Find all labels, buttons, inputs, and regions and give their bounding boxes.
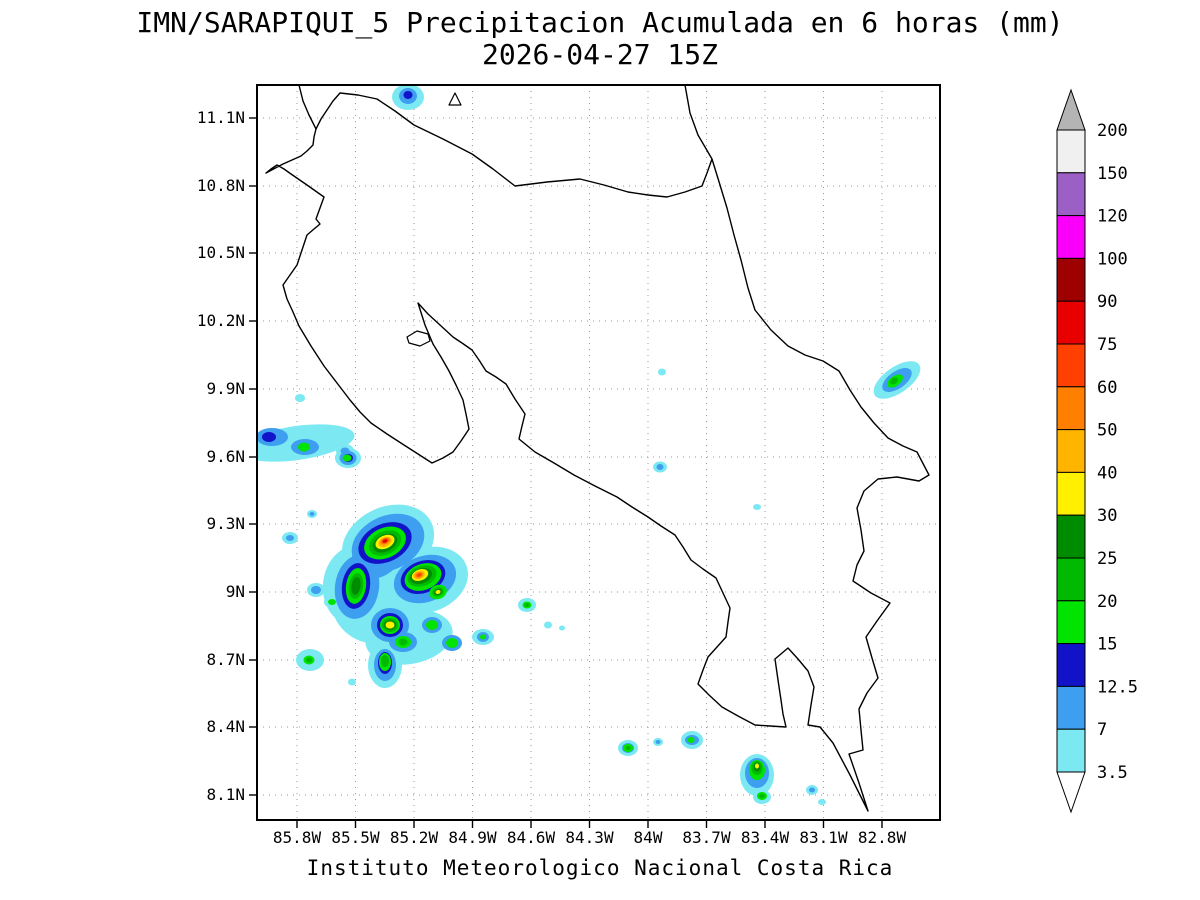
- lat-tick-label: 10.5N: [175, 243, 245, 262]
- precip-cell-3.5mm: [658, 369, 666, 376]
- colorbar-label: 150: [1097, 164, 1128, 184]
- precip-cell-3.5mm: [295, 394, 305, 402]
- colorbar-segment: [1057, 515, 1085, 558]
- colorbar-segment: [1057, 430, 1085, 473]
- colorbar-label: 40: [1097, 463, 1117, 483]
- precip-cell-15mm: [343, 455, 352, 462]
- precip-cell-30mm: [755, 764, 759, 769]
- precip-cell-7mm: [286, 535, 294, 541]
- colorbar-segment: [1057, 344, 1085, 387]
- colorbar-label: 100: [1097, 249, 1128, 269]
- lat-tick-label: 8.7N: [175, 650, 245, 669]
- precip-cell-20mm: [381, 655, 389, 667]
- precip-cell-15mm: [298, 443, 310, 452]
- colorbar-label: 200: [1097, 121, 1128, 141]
- precip-cell-12.5mm: [262, 432, 276, 442]
- precip-cell-3.5mm: [753, 504, 761, 510]
- lat-tick-label: 9N: [175, 582, 245, 601]
- colorbar-segment: [1057, 558, 1085, 601]
- precip-cell-3.5mm: [348, 679, 356, 686]
- lat-tick-label: 10.2N: [175, 311, 245, 330]
- colorbar-over-triangle: [1057, 90, 1085, 130]
- map-background: [257, 85, 940, 820]
- colorbar-segment: [1057, 216, 1085, 259]
- plot-datetime: 2026-04-27 15Z: [0, 38, 1200, 71]
- colorbar-label: 15: [1097, 635, 1117, 655]
- lat-tick-label: 8.1N: [175, 785, 245, 804]
- precip-cell-15mm: [328, 599, 336, 605]
- lat-tick-label: 9.9N: [175, 379, 245, 398]
- institution-caption: Instituto Meteorologico Nacional Costa R…: [0, 856, 1200, 880]
- lat-tick-label: 9.6N: [175, 447, 245, 466]
- colorbar-segment: [1057, 387, 1085, 430]
- precip-cell-7mm: [310, 512, 315, 516]
- precip-cell-15mm: [480, 635, 486, 640]
- precip-cell-12.5mm: [404, 91, 413, 99]
- precip-cell-20mm: [759, 794, 765, 798]
- lat-tick-label: 9.3N: [175, 514, 245, 533]
- precip-cell-3.5mm: [544, 622, 552, 629]
- colorbar-segment: [1057, 686, 1085, 729]
- weather-map-page: IMN/SARAPIQUI_5 Precipitacion Acumulada …: [0, 0, 1200, 900]
- precip-cell-20mm: [399, 639, 408, 646]
- colorbar-label: 7: [1097, 720, 1107, 740]
- precip-cell-7mm: [809, 788, 815, 793]
- colorbar-label: 50: [1097, 421, 1117, 441]
- lon-tick-label: 82.8W: [842, 828, 922, 847]
- colorbar-label: 90: [1097, 292, 1117, 312]
- precip-cell-15mm: [688, 737, 695, 743]
- colorbar-label: 25: [1097, 549, 1117, 569]
- precip-cell-20mm: [626, 746, 631, 750]
- precip-cell-7mm: [657, 464, 664, 470]
- colorbar-label: 12.5: [1097, 677, 1138, 697]
- colorbar-segment: [1057, 472, 1085, 515]
- precip-cell-3.5mm: [559, 626, 565, 631]
- colorbar-segment: [1057, 601, 1085, 644]
- colorbar-label: 75: [1097, 335, 1117, 355]
- colorbar-segment: [1057, 644, 1085, 687]
- precip-cell-30mm: [386, 622, 395, 629]
- colorbar-label: 30: [1097, 506, 1117, 526]
- colorbar-label: 3.5: [1097, 763, 1128, 783]
- colorbar-segment: [1057, 130, 1085, 173]
- colorbar: 200 150 120 100 90 75 60 50 40 30 25 20 15 12.5 7 3.5: [1040, 80, 1200, 840]
- precip-cell-15mm: [446, 638, 458, 648]
- colorbar-label: 120: [1097, 207, 1128, 227]
- precip-cell-15mm: [426, 620, 438, 630]
- colorbar-under-triangle: [1057, 772, 1085, 812]
- precip-cell-20mm: [525, 603, 530, 607]
- colorbar-segment: [1057, 258, 1085, 301]
- precip-cell-7mm: [311, 586, 321, 594]
- colorbar-label: 20: [1097, 592, 1117, 612]
- colorbar-label: 60: [1097, 378, 1117, 398]
- plot-title: IMN/SARAPIQUI_5 Precipitacion Acumulada …: [0, 6, 1200, 39]
- lat-tick-label: 8.4N: [175, 717, 245, 736]
- precip-cell-20mm: [306, 658, 312, 663]
- lat-tick-label: 11.1N: [175, 108, 245, 127]
- lat-tick-label: 10.8N: [175, 176, 245, 195]
- colorbar-segment: [1057, 729, 1085, 772]
- colorbar-segment: [1057, 301, 1085, 344]
- precip-cell-3.5mm: [818, 799, 826, 805]
- precip-cell-7mm: [656, 740, 661, 744]
- map-panel: [247, 75, 950, 830]
- colorbar-segment: [1057, 173, 1085, 216]
